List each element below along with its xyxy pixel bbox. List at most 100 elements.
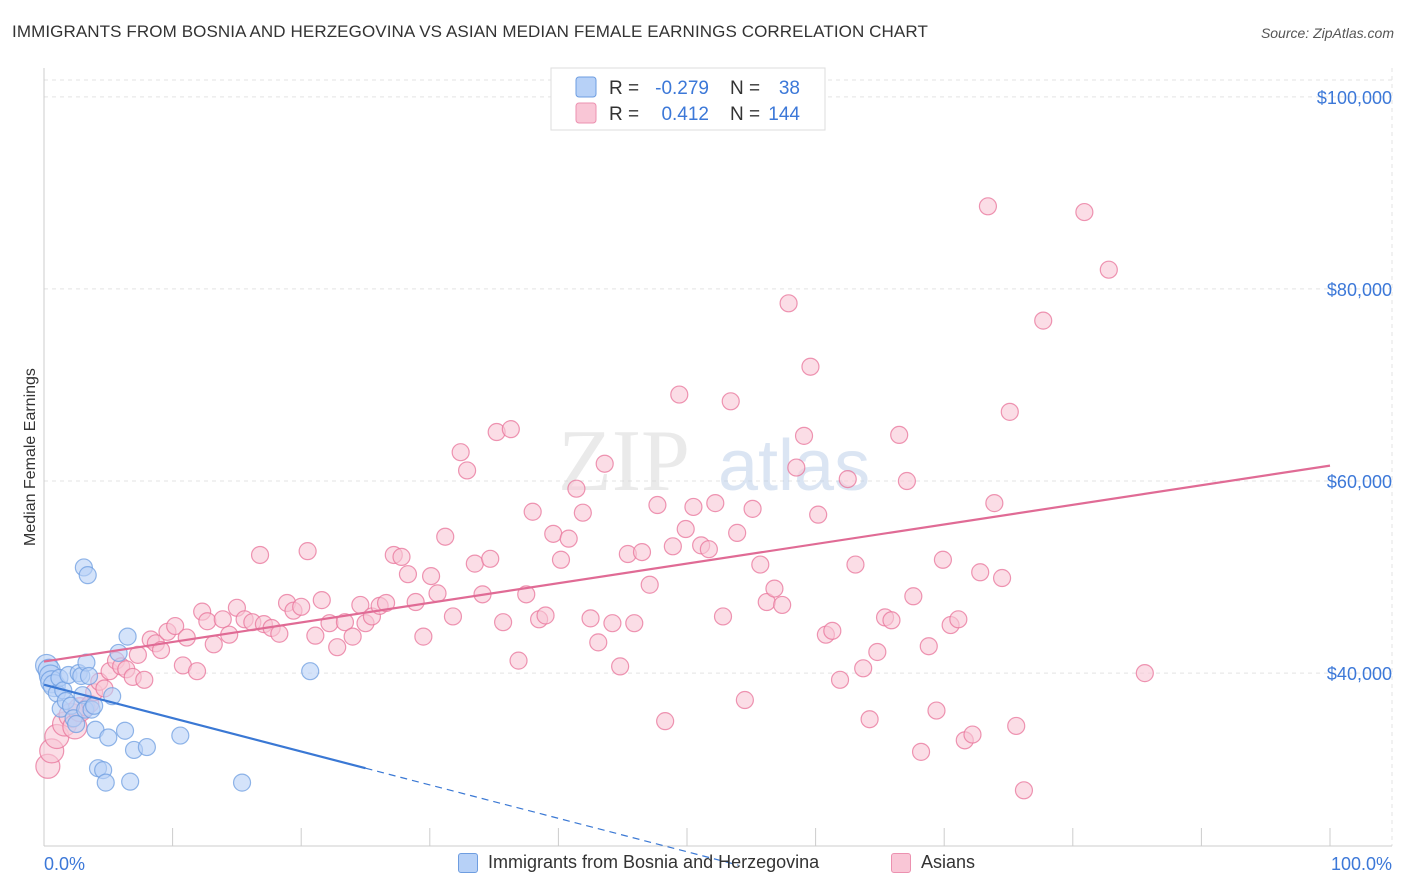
y-tick-label: $60,000 (1327, 472, 1392, 492)
asians-point (648, 495, 667, 515)
y-tick-label: $100,000 (1317, 88, 1392, 108)
asians-point (854, 659, 873, 678)
bosnia-point (78, 566, 97, 585)
asians-point (927, 701, 946, 720)
asians-point (890, 425, 909, 445)
series-legend-bosnia: Immigrants from Bosnia and Herzegovina (458, 852, 819, 873)
asians-point (1099, 260, 1118, 279)
asians-point (250, 545, 270, 565)
asians-point (213, 610, 232, 629)
asians-point (270, 624, 289, 643)
correlation-legend: R = -0.279 N = 38 R = 0.412 N = 144 (550, 67, 826, 131)
asians-point (436, 527, 455, 546)
asians-point (735, 690, 754, 710)
asians-point (632, 542, 652, 562)
asians-point (830, 670, 850, 689)
bosnia-point (232, 773, 252, 792)
legend-n-value-asians: 144 (768, 104, 800, 125)
bosnia-trend-line (43, 683, 366, 770)
bosnia-point (171, 726, 190, 745)
legend-r-label-asians: R = (609, 104, 639, 125)
asians-point (640, 575, 659, 594)
asians-point (809, 505, 828, 524)
asians-point (1034, 311, 1053, 330)
asians-point (135, 670, 154, 689)
asians-point (838, 469, 857, 489)
asians-point (292, 597, 311, 616)
asians-point (398, 565, 418, 584)
asians-point (978, 197, 998, 216)
asians-point (728, 523, 747, 542)
asians-point (343, 627, 362, 646)
axes (43, 68, 1392, 847)
asians-point (676, 519, 695, 539)
asians-point (765, 579, 784, 598)
asians-point (1075, 202, 1094, 222)
asians-point (787, 458, 806, 477)
series-legend-asians: Asians (891, 852, 975, 873)
asians-point (846, 555, 865, 574)
asians-point (860, 710, 879, 729)
legend-n-label-bosnia: N = (730, 78, 760, 99)
y-tick-label: $80,000 (1327, 280, 1392, 300)
asians-point (567, 479, 586, 498)
asians-point (904, 587, 923, 606)
asians-point (663, 537, 682, 556)
asians-point (335, 613, 355, 632)
asians-point (428, 584, 447, 603)
bosnia-point (115, 721, 135, 740)
asians-point (451, 443, 470, 462)
y-tick-label: $40,000 (1327, 664, 1392, 684)
asians-point (177, 628, 196, 647)
asians-point (421, 567, 441, 586)
asians-point (868, 642, 887, 662)
asians-point (187, 662, 207, 681)
y-tick-labels: $40,000 $60,000 $80,000 $100,000 (1317, 88, 1392, 684)
asians-point (204, 635, 223, 654)
asians-point (794, 426, 814, 445)
asians-point (773, 595, 792, 615)
asians-point (611, 657, 630, 676)
bosnia-trend-extension (365, 767, 739, 866)
asians-point (551, 550, 571, 569)
asians-point (911, 742, 931, 761)
asians-point (406, 592, 425, 612)
asians-point (589, 633, 608, 652)
y-axis-label: Median Female Earnings (22, 368, 39, 546)
asians-point (328, 638, 347, 657)
asians-point (509, 651, 528, 670)
asians-point (656, 712, 675, 731)
asians-point (882, 611, 901, 630)
asians-point (684, 497, 703, 517)
bosnia-point (96, 773, 115, 792)
asians-point (801, 357, 820, 376)
legend-r-label-bosnia: R = (609, 78, 639, 99)
trend-lines (43, 464, 1331, 866)
asians-point (751, 555, 770, 574)
bosnia-point (79, 666, 99, 686)
x-tick-label-min: 0.0% (44, 854, 85, 874)
series-legend: Immigrants from Bosnia and Herzegovina A… (0, 852, 1406, 878)
asians-point (721, 392, 740, 411)
asians-point (494, 613, 513, 632)
asians-point (919, 637, 938, 656)
asians-point (603, 614, 622, 633)
asians-point (298, 542, 317, 561)
asians-point (465, 554, 484, 573)
asians-point (581, 609, 600, 628)
x-ticks (43, 828, 1331, 846)
asians-point (523, 502, 542, 521)
legend-swatch-asians (575, 102, 597, 124)
asians-point (971, 563, 990, 582)
legend-frame (550, 67, 826, 131)
asians-point (625, 614, 644, 633)
asians-point (949, 610, 968, 629)
asians-point (963, 725, 982, 744)
bosnia-point (301, 662, 320, 681)
legend-r-value-asians: 0.412 (661, 104, 709, 125)
legend-swatch-bosnia (575, 76, 597, 98)
asians-point (992, 568, 1012, 588)
x-tick-label-max: 100.0% (1331, 854, 1392, 874)
asians-point (985, 494, 1004, 513)
asians-point (713, 607, 733, 626)
